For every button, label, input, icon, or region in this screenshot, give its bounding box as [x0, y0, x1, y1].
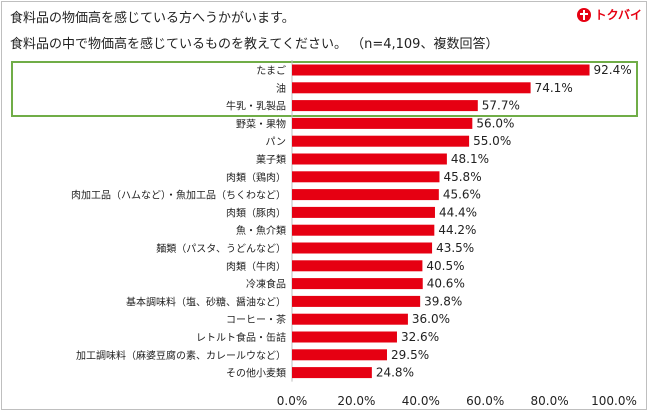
category-label: 加工調味料（麻婆豆腐の素、カレールウなど）	[76, 349, 286, 362]
bar	[292, 117, 473, 129]
category-label: 肉類（鶏肉）	[226, 171, 286, 184]
category-label: 冷凍食品	[246, 278, 286, 291]
x-tick-label: 100.0%	[591, 394, 637, 408]
data-label: 24.8%	[376, 366, 414, 380]
logo-icon	[576, 7, 591, 22]
bar	[292, 278, 423, 290]
bar	[292, 189, 439, 201]
bar	[292, 100, 478, 112]
bar	[292, 313, 408, 325]
data-label: 32.6%	[401, 330, 439, 344]
data-label: 43.5%	[436, 241, 474, 255]
bar	[292, 64, 590, 76]
data-label: 57.7%	[482, 99, 520, 113]
category-label: 魚・魚介類	[236, 224, 286, 237]
data-label: 36.0%	[412, 312, 450, 326]
data-label: 39.8%	[424, 294, 462, 308]
category-label: 菓子類	[256, 154, 286, 166]
logo-text: トクバイ	[594, 8, 642, 22]
category-label: パン	[266, 136, 287, 148]
data-label: 55.0%	[473, 134, 511, 148]
data-label: 56.0%	[476, 116, 514, 130]
data-label: 48.1%	[451, 152, 489, 166]
x-tick-label: 80.0%	[531, 394, 569, 408]
data-label: 40.6%	[427, 277, 465, 291]
data-label: 40.5%	[426, 259, 464, 273]
bar	[292, 171, 440, 183]
category-label: 油	[276, 82, 286, 95]
data-label: 92.4%	[594, 63, 632, 77]
bar	[292, 242, 433, 254]
x-tick-label: 20.0%	[337, 394, 375, 408]
logo: トクバイ	[576, 6, 642, 23]
data-label: 29.5%	[391, 348, 429, 362]
category-label: 基本調味料（塩、砂糖、醤油など）	[126, 295, 286, 308]
bar	[292, 331, 397, 343]
x-tick-label: 40.0%	[402, 394, 440, 408]
chart-title-line2: 食料品の中で物価高を感じているものを教えてください。 （n=4,109、複数回答…	[10, 37, 499, 52]
bar	[292, 224, 435, 236]
data-label: 45.6%	[443, 188, 481, 202]
bar	[292, 82, 531, 94]
category-label: レトルト食品・缶詰	[196, 331, 286, 344]
category-label: その他小麦類	[226, 367, 286, 380]
category-label: コーヒー・茶	[226, 313, 286, 326]
category-label: 野菜・果物	[236, 117, 286, 130]
bar	[292, 295, 421, 307]
highlight-box	[11, 61, 638, 117]
data-label: 44.2%	[438, 223, 476, 237]
bar	[292, 260, 423, 272]
bar	[292, 153, 447, 165]
bar	[292, 367, 372, 379]
category-label: 肉加工品（ハムなど）・魚加工品（ちくわなど）	[71, 189, 286, 202]
category-label: たまご	[256, 64, 286, 77]
data-label: 74.1%	[535, 81, 573, 95]
category-label: 肉類（豚肉）	[226, 206, 286, 219]
data-label: 44.4%	[439, 205, 477, 219]
category-label: 牛乳・乳製品	[226, 100, 286, 113]
x-tick-label: 60.0%	[466, 394, 504, 408]
bar	[292, 206, 435, 218]
x-tick-label: 0.0%	[277, 394, 308, 408]
category-label: 肉類（牛肉）	[226, 260, 286, 273]
category-label: 麺類（パスタ、うどんなど）	[156, 242, 286, 255]
bar	[292, 135, 470, 147]
bar	[292, 349, 387, 361]
chart-title-line1: 食料品の物価高を感じている方へうかがいます。	[10, 11, 295, 26]
data-label: 45.8%	[443, 170, 481, 184]
